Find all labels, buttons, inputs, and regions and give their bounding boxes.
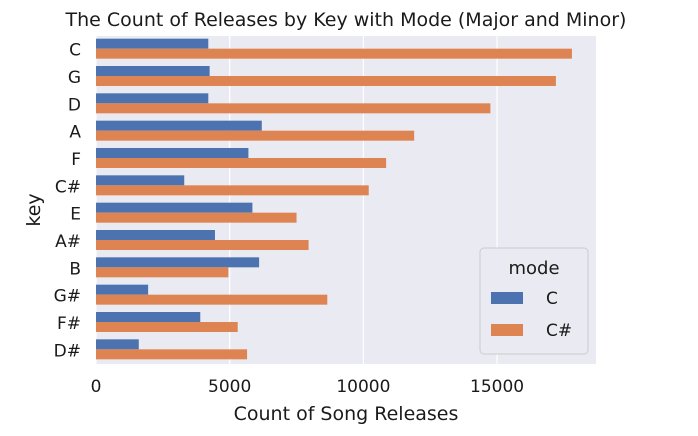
bar-c	[96, 38, 209, 49]
bar-csharp	[96, 130, 415, 141]
bar-c	[96, 284, 149, 295]
y-tick-label: E	[70, 205, 81, 225]
bar-csharp	[96, 212, 297, 223]
bar-c	[96, 120, 262, 131]
y-tick-label: A#	[55, 232, 81, 252]
x-tick-label: 5000	[208, 377, 251, 397]
gridlines	[95, 36, 498, 364]
bar-csharp	[96, 240, 309, 250]
bar-c	[96, 202, 253, 213]
y-tick-label: G#	[54, 287, 81, 307]
y-tick-label: F#	[57, 314, 81, 334]
y-tick-label: C#	[55, 177, 81, 197]
bar-csharp	[96, 294, 328, 305]
bar-c	[96, 339, 139, 350]
y-tick-label: C	[69, 41, 81, 61]
bar-csharp	[96, 322, 238, 332]
bar-c	[96, 257, 260, 268]
bar-c	[96, 230, 215, 240]
y-tick-label: D	[68, 95, 81, 115]
bar-csharp	[96, 48, 572, 59]
x-tick-labels: 0 5000 10000 15000	[91, 377, 525, 397]
bar-c	[96, 93, 209, 104]
x-tick-label: 0	[91, 377, 102, 397]
bar-csharp	[96, 158, 387, 168]
y-axis-label: key	[23, 193, 45, 226]
bar-c	[96, 66, 210, 76]
bar-c	[96, 312, 201, 322]
bar-csharp	[96, 349, 248, 360]
y-tick-label: A	[69, 123, 81, 143]
bar-csharp	[96, 185, 369, 196]
legend-swatch-c	[491, 292, 523, 304]
bar-csharp	[96, 267, 229, 278]
bar-c	[96, 175, 185, 186]
bars	[96, 38, 572, 360]
legend-label-c: C	[546, 289, 558, 309]
y-tick-label: G	[68, 68, 81, 88]
bar-csharp	[96, 103, 491, 114]
x-tick-label: 15000	[470, 377, 524, 397]
legend: mode C C#	[479, 247, 589, 355]
x-axis-label: Count of Song Releases	[234, 403, 459, 425]
bar-csharp	[96, 76, 556, 86]
y-tick-label: F	[71, 150, 81, 170]
legend-swatch-csharp	[491, 324, 523, 336]
legend-label-csharp: C#	[546, 321, 572, 341]
y-tick-label: D#	[54, 341, 81, 361]
y-tick-label: B	[69, 259, 81, 279]
x-tick-label: 10000	[336, 377, 390, 397]
chart-title: The Count of Releases by Key with Mode (…	[65, 9, 627, 31]
legend-title: mode	[508, 258, 559, 279]
bar-c	[96, 148, 249, 158]
